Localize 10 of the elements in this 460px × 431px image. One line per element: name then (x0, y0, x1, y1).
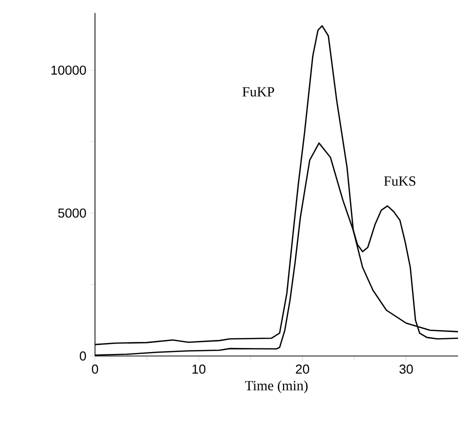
annotation: FuKS (384, 176, 416, 186)
y-tick-label: 0 (80, 351, 86, 361)
x-axis-title: Time (min) (245, 380, 308, 394)
x-tick-label: 30 (399, 364, 413, 374)
y-tick-label: 5000 (58, 208, 86, 218)
x-tick-label: 0 (92, 364, 98, 374)
x-tick-label: 20 (296, 364, 310, 374)
annotation: FuKP (242, 87, 274, 97)
x-tick-label: 10 (192, 364, 206, 374)
y-tick-label: 10000 (51, 66, 86, 75)
